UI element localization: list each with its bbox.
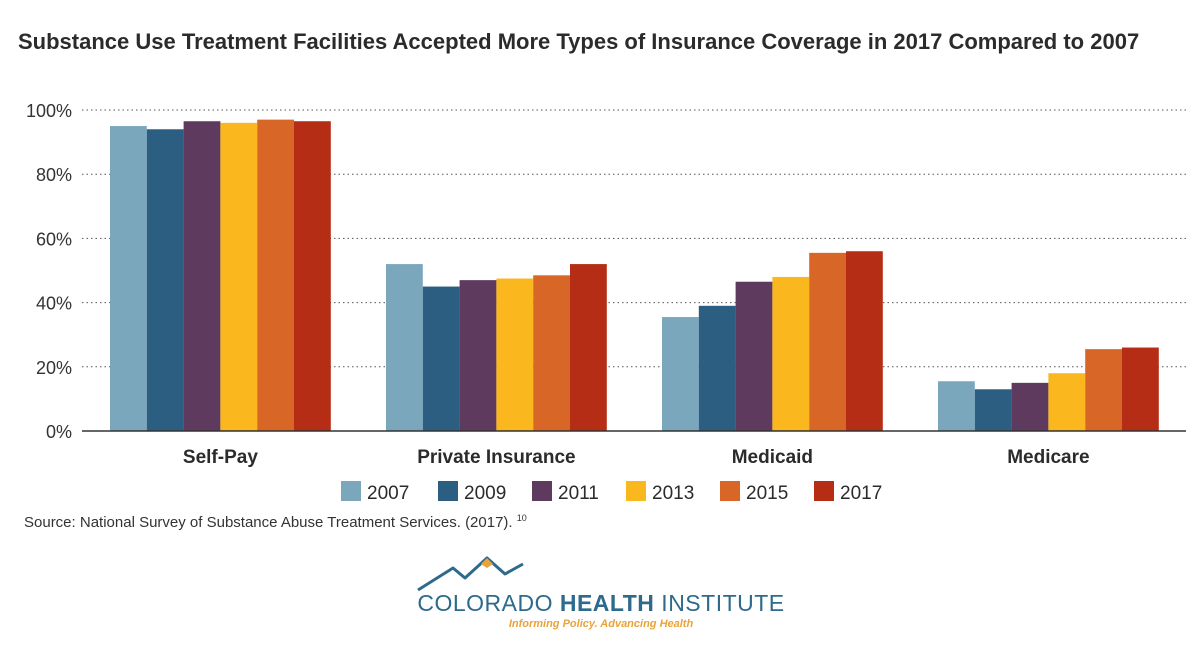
bar-self-pay-2015 <box>257 119 294 431</box>
legend: 2007 2009 2011 2013 2015 2017 <box>341 481 882 504</box>
source-note: Source: National Survey of Substance Abu… <box>24 513 527 531</box>
x-category-label: Private Insurance <box>417 447 575 468</box>
axes: 0% 20% 40% 60% 80% 100% Self-Pay Private Insura… <box>26 101 1186 468</box>
legend-label-2015: 2015 <box>746 483 788 504</box>
bar-medicaid-2011 <box>735 281 773 431</box>
y-tick-label: 60% <box>36 229 72 249</box>
bar-medicare-2015 <box>1085 349 1122 431</box>
legend-label-2007: 2007 <box>367 483 409 504</box>
bar-medicare-2011 <box>1011 382 1049 431</box>
y-tick-label: 100% <box>26 101 72 121</box>
x-category-label: Self-Pay <box>183 447 258 468</box>
legend-swatch-2009 <box>438 481 458 501</box>
legend-label-2013: 2013 <box>652 483 694 504</box>
bar-medicare-2017 <box>1122 347 1159 431</box>
bar-self-pay-2011 <box>183 121 221 432</box>
logo-name: COLORADO HEALTH INSTITUTE <box>415 590 787 617</box>
bar-self-pay-2009 <box>146 129 184 431</box>
bar-medicaid-2007 <box>662 317 699 431</box>
bar-private-insurance-2007 <box>386 264 423 431</box>
logo-name-part: INSTITUTE <box>654 590 785 616</box>
y-tick-label: 80% <box>36 165 72 185</box>
bar-medicare-2009 <box>974 389 1012 431</box>
bar-private-insurance-2013 <box>496 278 534 431</box>
y-tick-label: 40% <box>36 294 72 314</box>
logo-name-bold: HEALTH <box>559 590 655 616</box>
logo-name-part: COLORADO <box>417 590 560 616</box>
legend-swatch-2011 <box>532 481 552 501</box>
bars <box>110 119 1159 432</box>
source-text: Source: National Survey of Substance Abu… <box>24 514 513 531</box>
colorado-health-institute-logo: COLORADO HEALTH INSTITUTE Informing Poli… <box>415 554 787 638</box>
bar-medicaid-2013 <box>772 276 810 431</box>
bar-medicaid-2017 <box>846 251 883 431</box>
legend-swatch-2015 <box>720 481 740 501</box>
legend-label-2011: 2011 <box>558 483 599 504</box>
bar-medicare-2007 <box>938 381 975 431</box>
bar-self-pay-2007 <box>110 126 147 432</box>
bar-medicare-2013 <box>1048 373 1086 431</box>
mountain-logo-icon <box>417 556 524 592</box>
legend-swatch-2017 <box>814 481 834 501</box>
bar-private-insurance-2017 <box>570 264 607 431</box>
legend-label-2009: 2009 <box>464 483 506 504</box>
y-tick-label: 0% <box>46 422 72 442</box>
bar-self-pay-2013 <box>220 122 258 431</box>
bar-medicaid-2015 <box>809 252 846 431</box>
y-tick-label: 20% <box>36 358 72 378</box>
source-footnote: 10 <box>516 513 527 523</box>
legend-label-2017: 2017 <box>840 483 882 504</box>
x-category-label: Medicaid <box>732 447 813 468</box>
chart-title: Substance Use Treatment Facilities Accep… <box>18 29 1140 54</box>
bar-private-insurance-2015 <box>533 275 570 431</box>
bar-private-insurance-2009 <box>422 286 460 431</box>
bar-medicaid-2009 <box>698 305 736 431</box>
legend-swatch-2013 <box>626 481 646 501</box>
bar-self-pay-2017 <box>294 121 331 432</box>
bar-private-insurance-2011 <box>459 280 497 431</box>
logo-tagline: Informing Policy. Advancing Health <box>508 618 694 630</box>
x-category-label: Medicare <box>1007 447 1089 468</box>
legend-swatch-2007 <box>341 481 361 501</box>
